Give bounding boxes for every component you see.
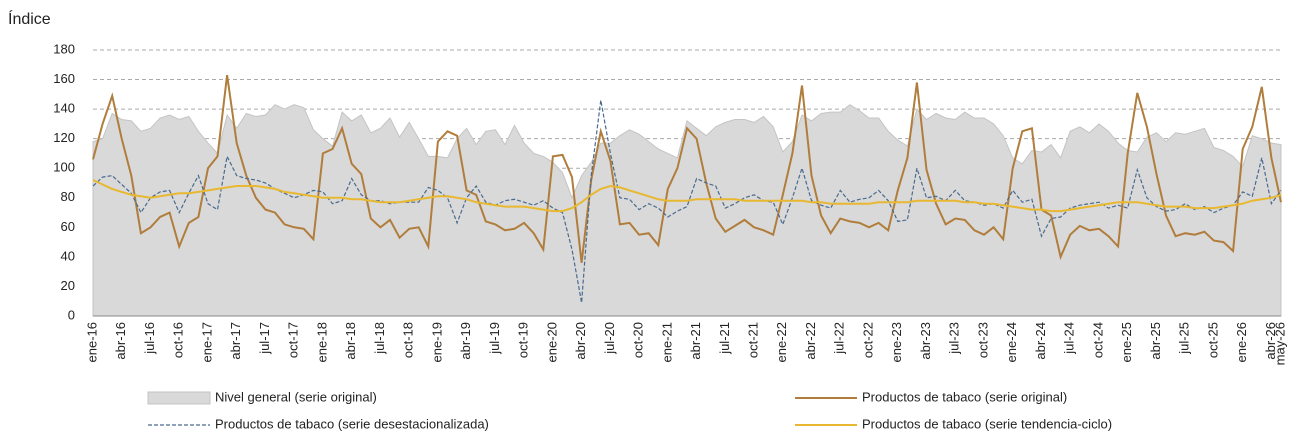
x-tick-label: oct-20 [631,322,646,358]
x-tick-label: abr-26 [1263,322,1278,360]
x-tick-label: jul-23 [947,322,962,355]
line [92,179,1282,213]
y-tick-label: 20 [61,278,75,293]
y-tick-label: 100 [53,160,75,175]
x-tick-label: ene-21 [659,322,674,362]
line [92,74,1282,263]
x-tick-label: ene-18 [314,322,329,362]
x-tick-label: jul-22 [832,322,847,355]
x-tick-label: may-26 [1272,322,1287,365]
legend-label: Productos de tabaco (serie original) [862,389,1067,404]
x-tick-label: ene-25 [1119,322,1134,362]
x-tick-label: abr-20 [573,322,588,360]
x-tick-label: abr-23 [918,322,933,360]
x-tick-label: ene-20 [544,322,559,362]
x-tick-label: jul-19 [487,322,502,355]
x-tick-label: ene-26 [1234,322,1249,362]
x-tick-label: abr-25 [1148,322,1163,360]
x-tick-label: ene-24 [1004,322,1019,362]
x-tick-label: abr-18 [343,322,358,360]
y-tick-label: 180 [53,41,75,56]
x-tick-label: oct-16 [171,322,186,358]
x-tick-label: oct-17 [286,322,301,358]
x-tick-label: abr-21 [688,322,703,360]
x-tick-label: ene-16 [84,322,99,362]
y-tick-label: 120 [53,130,75,145]
x-tick-label: jul-21 [717,322,732,355]
legend-label: Nivel general (serie original) [215,389,377,404]
x-tick-label: abr-19 [458,322,473,360]
x-tick-label: jul-20 [602,322,617,355]
x-tick-label: jul-17 [257,322,272,355]
x-tick-label: jul-24 [1062,322,1077,355]
x-tick-label: abr-17 [228,322,243,360]
line [92,100,1282,303]
x-tick-label: ene-23 [889,322,904,362]
x-tick-label: oct-22 [860,322,875,358]
x-tick-label: jul-18 [372,322,387,355]
x-tick-label: ene-22 [774,322,789,362]
legend-swatch [147,391,211,405]
x-tick-label: oct-19 [516,322,531,358]
x-tick-label: jul-16 [142,322,157,355]
y-tick-label: 80 [61,189,75,204]
x-tick-label: oct-21 [746,322,761,358]
area [92,104,1282,317]
x-tick-label: ene-19 [429,322,444,362]
y-tick-label: 40 [61,248,75,263]
legend-label: Productos de tabaco (serie desestacional… [215,416,489,431]
x-tick-label: oct-24 [1090,322,1105,358]
x-tick-label: oct-18 [401,322,416,358]
x-tick-label: oct-25 [1205,322,1220,358]
y-tick-label: 140 [53,101,75,116]
y-tick-label: 0 [68,307,75,322]
y-tick-label: 160 [53,71,75,86]
legend-label: Productos de tabaco (serie tendencia-cic… [862,416,1112,431]
y-tick-label: 60 [61,219,75,234]
x-tick-label: jul-25 [1177,322,1192,355]
x-tick-label: oct-23 [975,322,990,358]
x-tick-label: abr-22 [803,322,818,360]
x-tick-label: abr-24 [1033,322,1048,360]
x-tick-label: abr-16 [113,322,128,360]
x-tick-label: ene-17 [199,322,214,362]
y-axis-label: Índice [8,9,51,28]
